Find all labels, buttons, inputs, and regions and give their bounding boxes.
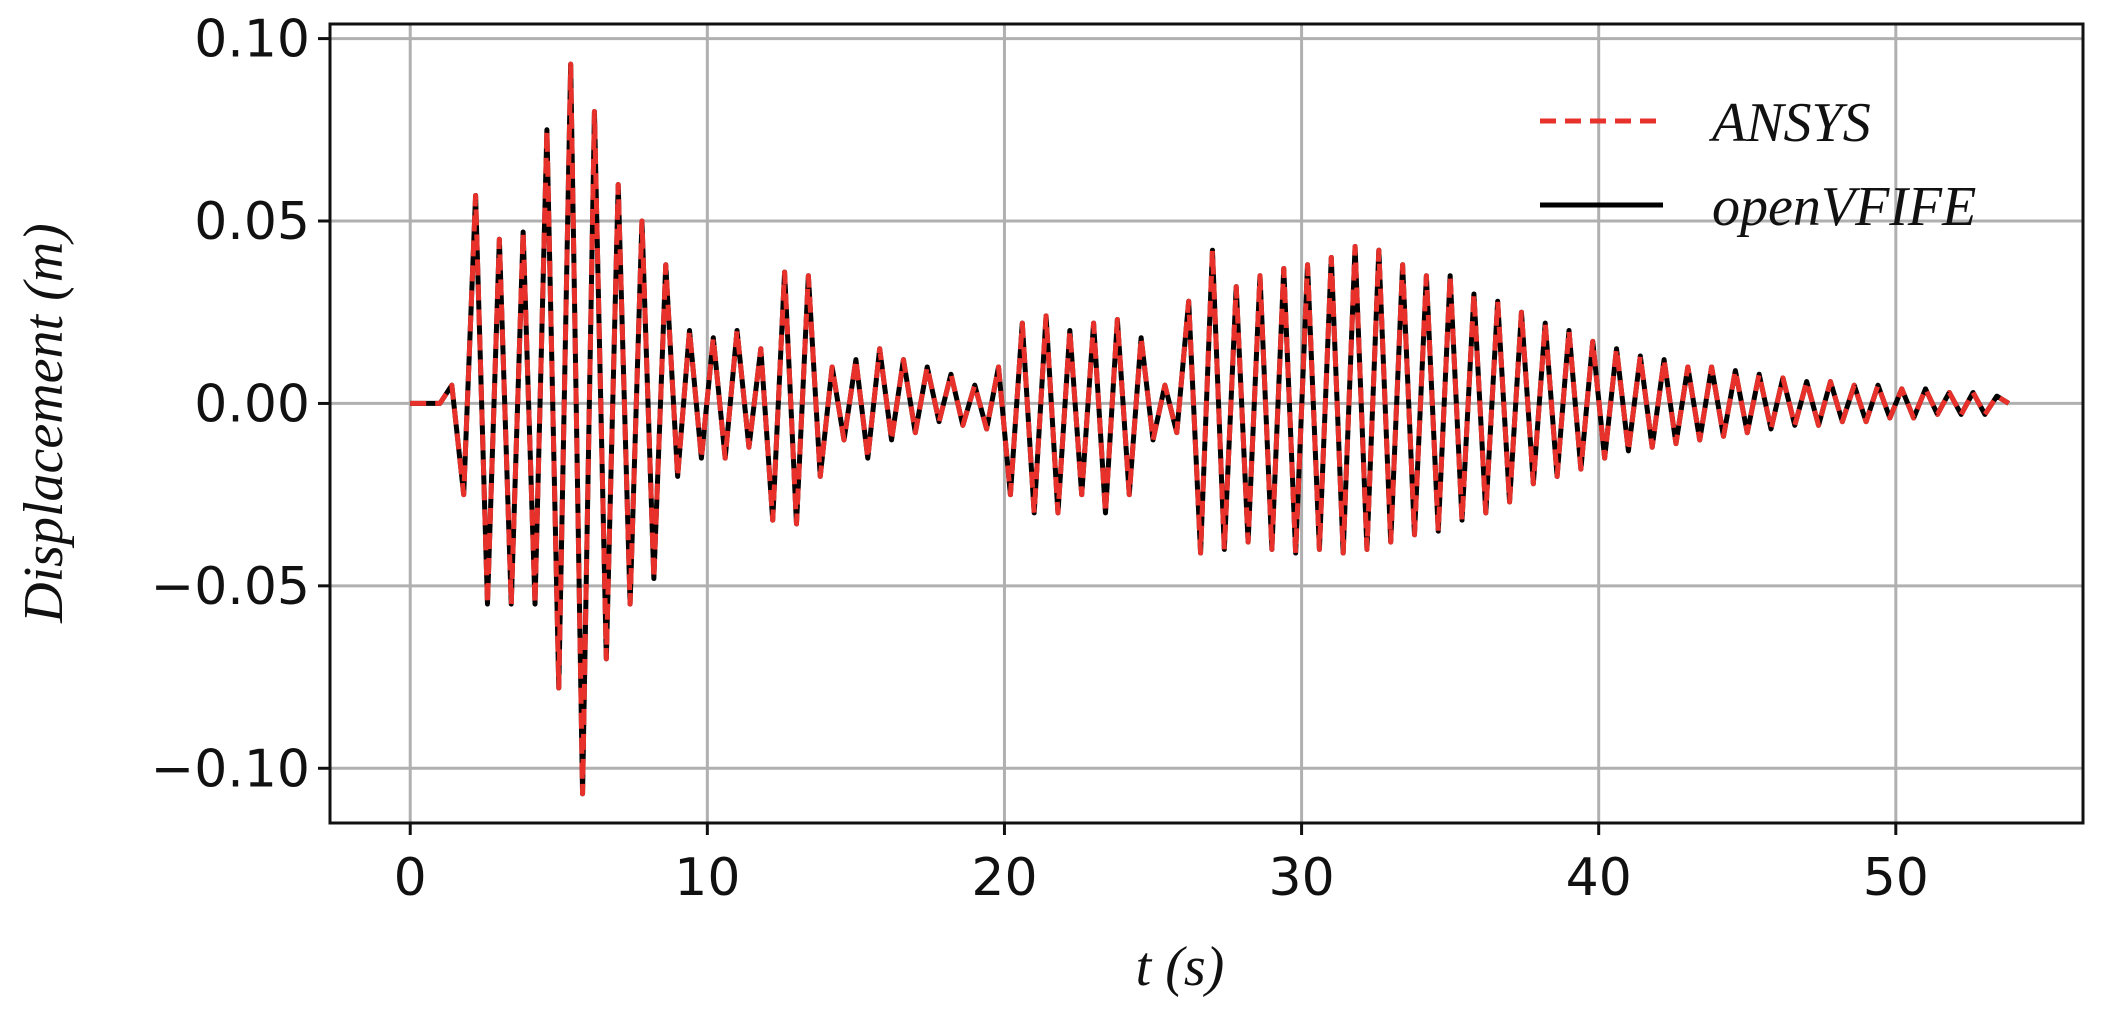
y-axis-label: Displacement (m) <box>13 223 75 624</box>
x-tick-label: 20 <box>971 848 1037 908</box>
plot-frame <box>328 22 2085 825</box>
y-tick-label: −0.10 <box>151 739 310 799</box>
x-tick-label: 50 <box>1863 848 1929 908</box>
x-axis-label: t (s) <box>1136 936 1225 998</box>
x-tick-label: 30 <box>1268 848 1334 908</box>
x-tick-label: 10 <box>674 848 740 908</box>
series-line <box>410 61 2011 797</box>
legend-label: ANSYS <box>1708 92 1871 154</box>
legend-label: openVFIFE <box>1712 176 1976 238</box>
y-tick-label: −0.05 <box>151 557 310 617</box>
x-tick-label: 0 <box>394 848 427 908</box>
y-tick-label: 0.00 <box>194 374 310 434</box>
y-tick-label: 0.10 <box>194 10 310 70</box>
x-tick-label: 40 <box>1566 848 1632 908</box>
y-tick-label: 0.05 <box>194 192 310 252</box>
series-line <box>410 61 2011 797</box>
